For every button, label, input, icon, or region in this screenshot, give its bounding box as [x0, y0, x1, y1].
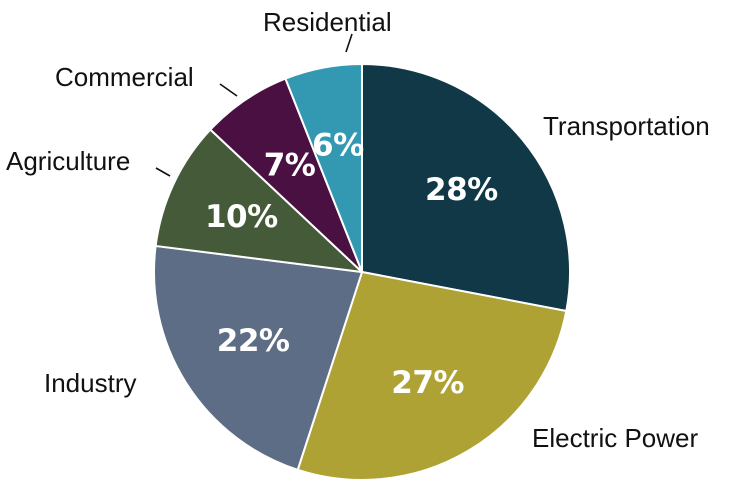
slices-layer: [153, 63, 571, 481]
category-label-electric-power: Electric Power: [532, 423, 698, 453]
category-label-residential: Residential: [263, 7, 392, 37]
leader-line-commercial: [219, 83, 238, 97]
percent-label-electric-power: 27%: [391, 365, 464, 401]
percent-label-industry: 22%: [217, 323, 290, 359]
percent-label-agriculture: 10%: [205, 199, 278, 235]
pie-slice-agriculture: [154, 128, 363, 273]
leader-line-agriculture: [155, 167, 171, 177]
percent-label-transportation: 28%: [425, 172, 498, 208]
pie-slice-electric-power: [296, 271, 568, 481]
category-label-agriculture: Agriculture: [6, 146, 130, 176]
percent-labels-layer: 28% 27% 22% 10% 7%6%: [205, 127, 499, 401]
category-label-transportation: Transportation: [543, 111, 710, 141]
category-label-industry: Industry: [44, 368, 137, 398]
category-labels-layer: Transportation Electric Power Industry Agri…: [6, 7, 710, 453]
leader-line-residential: [345, 33, 353, 53]
pie-slice-transportation: [361, 63, 571, 312]
pie-slice-industry: [153, 244, 363, 471]
leader-lines-layer: [155, 33, 353, 177]
percent-label-commercial: 7%: [264, 147, 316, 183]
category-label-commercial: Commercial: [55, 62, 194, 92]
pie-slice-residential: [284, 63, 363, 273]
percent-label-residential: 6%: [312, 127, 364, 163]
